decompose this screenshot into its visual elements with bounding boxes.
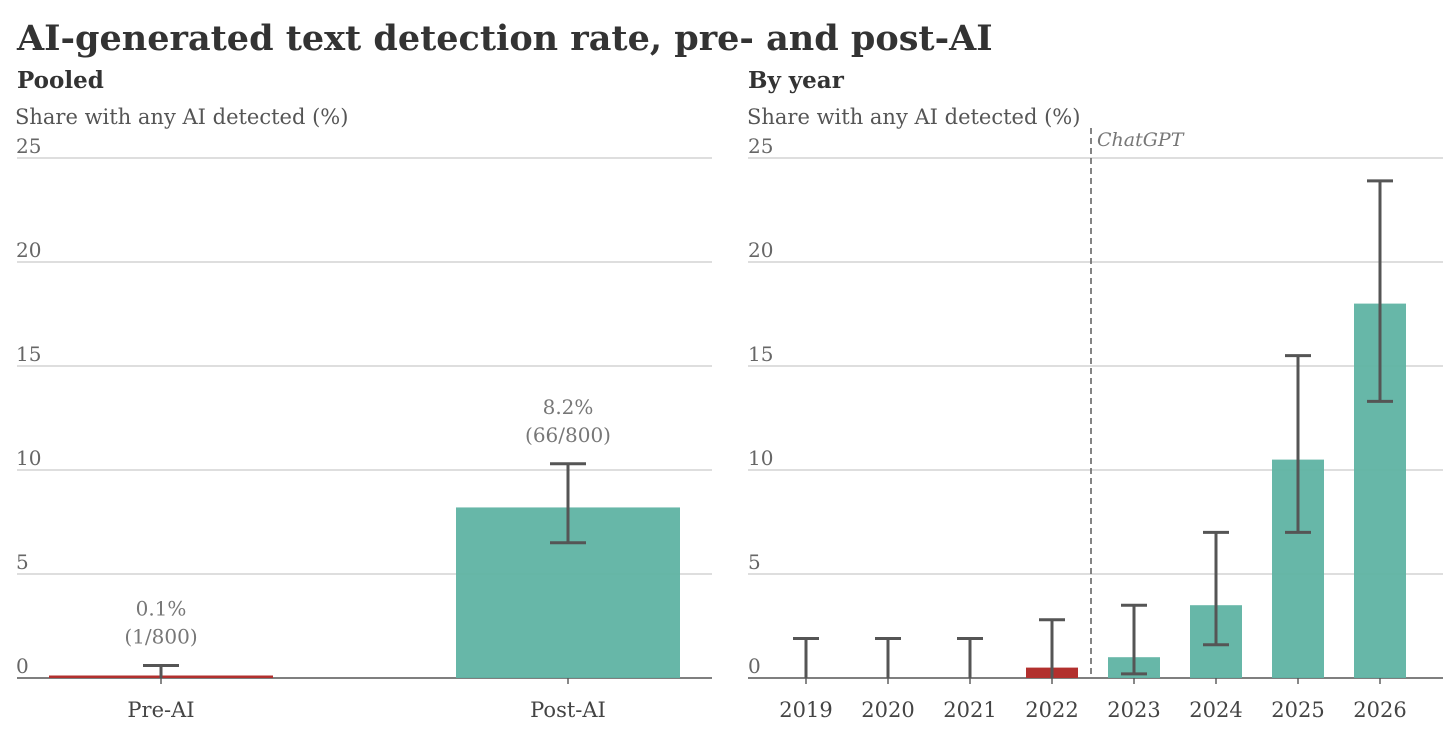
data-label-percent: 0.1% bbox=[136, 597, 187, 621]
y-tick-label: 10 bbox=[16, 446, 41, 470]
x-tick-label: 2023 bbox=[1107, 698, 1160, 722]
y-tick-label: 25 bbox=[16, 134, 41, 158]
data-label-percent: 8.2% bbox=[543, 395, 594, 419]
x-tick-label: Pre-AI bbox=[127, 698, 194, 722]
x-tick-label: 2026 bbox=[1353, 698, 1406, 722]
panel-title: By year bbox=[748, 67, 845, 94]
y-tick-label: 5 bbox=[16, 550, 29, 574]
y-tick-label: 10 bbox=[748, 446, 773, 470]
y-tick-label: 5 bbox=[748, 550, 761, 574]
y-tick-label: 0 bbox=[16, 654, 29, 678]
x-tick-label: 2022 bbox=[1025, 698, 1078, 722]
y-axis-label: Share with any AI detected (%) bbox=[747, 105, 1080, 129]
panel-title: Pooled bbox=[17, 67, 104, 94]
y-tick-label: 25 bbox=[748, 134, 773, 158]
chatgpt-label: ChatGPT bbox=[1097, 129, 1185, 151]
x-tick-label: 2020 bbox=[861, 698, 914, 722]
y-tick-label: 15 bbox=[16, 342, 41, 366]
y-tick-label: 15 bbox=[748, 342, 773, 366]
x-tick-label: 2024 bbox=[1189, 698, 1242, 722]
data-label-count: (1/800) bbox=[124, 625, 197, 649]
x-tick-label: Post-AI bbox=[530, 698, 606, 722]
y-axis-label: Share with any AI detected (%) bbox=[15, 105, 348, 129]
y-tick-label: 0 bbox=[748, 654, 761, 678]
y-tick-label: 20 bbox=[748, 238, 773, 262]
x-tick-label: 2021 bbox=[943, 698, 996, 722]
y-tick-label: 20 bbox=[16, 238, 41, 262]
chart-title: AI-generated text detection rate, pre- a… bbox=[17, 18, 993, 59]
x-tick-label: 2019 bbox=[779, 698, 832, 722]
x-tick-label: 2025 bbox=[1271, 698, 1324, 722]
data-label-count: (66/800) bbox=[525, 423, 611, 447]
